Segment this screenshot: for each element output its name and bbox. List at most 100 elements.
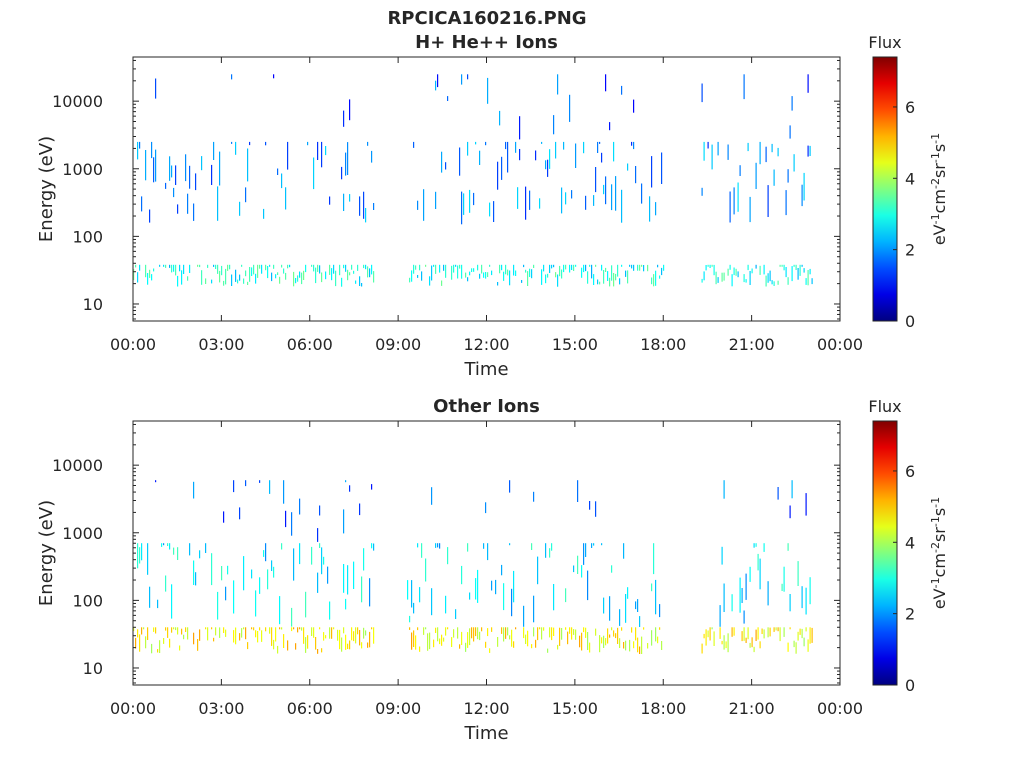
data-streak bbox=[171, 627, 173, 633]
data-streak bbox=[253, 627, 255, 631]
data-streak bbox=[797, 561, 799, 586]
data-streak bbox=[501, 627, 503, 634]
data-streak bbox=[211, 164, 213, 185]
data-streak bbox=[483, 543, 485, 549]
data-streak bbox=[295, 643, 297, 650]
data-streak bbox=[193, 203, 195, 221]
data-streak bbox=[177, 204, 179, 214]
data-streak bbox=[605, 267, 607, 272]
data-streak bbox=[331, 627, 333, 639]
data-streak bbox=[485, 502, 487, 514]
data-streak bbox=[147, 273, 149, 285]
data-streak bbox=[759, 641, 761, 649]
data-streak bbox=[369, 578, 371, 607]
data-streak bbox=[577, 480, 579, 502]
data-streak bbox=[359, 196, 361, 216]
data-streak bbox=[509, 480, 511, 493]
data-streak bbox=[319, 543, 321, 548]
data-streak bbox=[241, 628, 243, 638]
data-streak bbox=[805, 493, 807, 516]
colorbar bbox=[872, 56, 898, 322]
data-streak bbox=[523, 605, 525, 627]
data-streak bbox=[487, 628, 489, 637]
data-streak bbox=[433, 264, 435, 267]
data-streak bbox=[789, 627, 791, 630]
panel-title: Other Ions bbox=[433, 396, 540, 417]
data-streak bbox=[607, 628, 609, 644]
data-streak bbox=[211, 627, 213, 630]
data-streak bbox=[759, 265, 761, 275]
data-streak bbox=[495, 579, 497, 595]
data-streak bbox=[475, 627, 477, 637]
data-streak bbox=[437, 74, 439, 88]
data-streak bbox=[199, 264, 201, 268]
data-streak bbox=[171, 264, 173, 273]
data-streak bbox=[787, 169, 789, 183]
data-streak bbox=[335, 270, 337, 287]
data-streak bbox=[547, 273, 549, 278]
x-tick-label: 12:00 bbox=[463, 699, 509, 718]
data-streak bbox=[497, 161, 499, 190]
data-streak bbox=[513, 570, 515, 603]
data-streak bbox=[263, 550, 265, 557]
data-streak bbox=[275, 274, 277, 279]
data-streak bbox=[321, 141, 323, 168]
data-streak bbox=[357, 627, 359, 635]
data-streak bbox=[167, 627, 169, 638]
data-streak bbox=[707, 264, 709, 267]
data-streak bbox=[767, 581, 769, 606]
data-streak bbox=[585, 627, 587, 638]
data-streak bbox=[587, 632, 589, 650]
data-streak bbox=[433, 639, 435, 648]
data-streak bbox=[169, 264, 171, 268]
data-streak bbox=[413, 141, 415, 148]
data-streak bbox=[615, 176, 617, 211]
x-tick-label: 21:00 bbox=[729, 335, 775, 354]
data-streak bbox=[237, 279, 239, 284]
data-streak bbox=[727, 144, 729, 160]
data-streak bbox=[521, 280, 523, 283]
data-streak bbox=[411, 580, 413, 608]
data-streak bbox=[175, 165, 177, 185]
data-streak bbox=[225, 586, 227, 601]
data-streak bbox=[419, 587, 421, 603]
data-streak bbox=[741, 631, 743, 642]
data-streak bbox=[509, 543, 511, 546]
data-streak bbox=[603, 635, 605, 648]
data-streak bbox=[477, 569, 479, 603]
data-streak bbox=[601, 264, 603, 271]
data-streak bbox=[573, 565, 575, 573]
data-streak bbox=[173, 547, 175, 555]
data-streak bbox=[469, 592, 471, 600]
data-streak bbox=[269, 480, 271, 494]
data-streak bbox=[577, 555, 579, 574]
data-streak bbox=[533, 627, 535, 637]
data-streak bbox=[767, 273, 769, 283]
data-streak bbox=[315, 267, 317, 284]
data-streak bbox=[205, 627, 207, 630]
data-streak bbox=[583, 627, 585, 633]
data-streak bbox=[261, 264, 263, 274]
data-streak bbox=[647, 264, 649, 272]
data-streak bbox=[453, 264, 455, 273]
data-streak bbox=[597, 279, 599, 285]
data-streak bbox=[373, 627, 375, 644]
data-streak bbox=[239, 274, 241, 281]
data-streak bbox=[539, 198, 541, 209]
data-streak bbox=[711, 144, 713, 170]
data-streak bbox=[805, 278, 807, 285]
data-streak bbox=[517, 187, 519, 209]
data-streak bbox=[299, 498, 301, 515]
data-streak bbox=[275, 627, 277, 642]
data-streak bbox=[359, 503, 361, 516]
data-streak bbox=[261, 630, 263, 642]
data-streak bbox=[163, 264, 165, 267]
data-streak bbox=[643, 627, 645, 630]
data-streak bbox=[769, 270, 771, 282]
data-streak bbox=[573, 629, 575, 635]
x-axis-label: Time bbox=[463, 359, 508, 380]
data-streak bbox=[195, 173, 197, 191]
data-streak bbox=[735, 268, 737, 276]
data-streak bbox=[249, 267, 251, 282]
data-streak bbox=[301, 627, 303, 631]
